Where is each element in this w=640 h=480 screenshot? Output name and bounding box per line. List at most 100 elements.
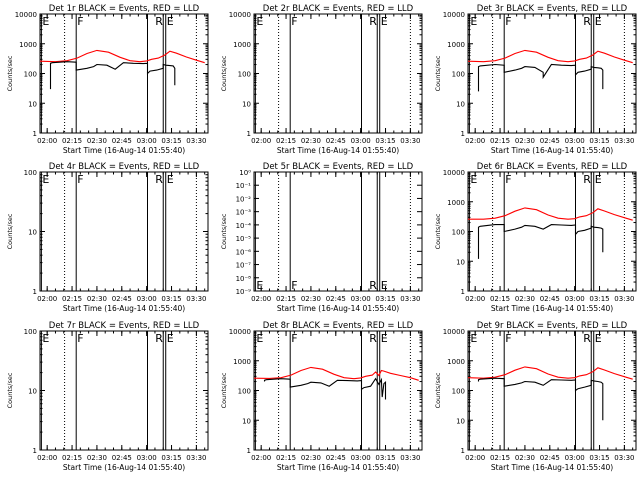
y-tick-label: 100 (452, 229, 465, 237)
chart-title: Det 2r BLACK = Events, RED = LLD (263, 4, 414, 14)
x-tick-label: 02:00 (37, 454, 57, 462)
x-tick-label: 02:15 (276, 295, 296, 303)
x-tick-label: 02:30 (301, 137, 321, 145)
y-tick-label: 10 (28, 388, 37, 396)
x-tick-label: 03:00 (565, 295, 585, 303)
chart-panel-1: Det 1r BLACK = Events, RED = LLD 1 10 100 10… (6, 4, 209, 155)
x-tick-label: 02:15 (62, 454, 82, 462)
marker-label: E (42, 332, 49, 345)
marker-label: F (77, 332, 83, 345)
y-tick-label: 1000 (233, 41, 251, 49)
x-tick-label: 03:00 (565, 454, 585, 462)
y-tick-label: 10000 (443, 328, 465, 336)
marker-label: E (167, 173, 174, 186)
plot-frame (253, 330, 423, 451)
y-tick-label: 100 (238, 71, 251, 79)
plot-frame (467, 330, 637, 451)
marker-label: F (291, 15, 297, 28)
y-tick-label: 10 (28, 100, 37, 108)
marker-label: E (256, 279, 263, 292)
chart-panel-8: Det 8r BLACK = Events, RED = LLD 1 10 100 10… (220, 321, 423, 472)
x-tick-label: 02:15 (62, 295, 82, 303)
x-tick-label: 03:15 (375, 137, 395, 145)
x-tick-label: 02:45 (326, 454, 346, 462)
y-tick-label: 1 (33, 447, 37, 455)
x-tick-label: 03:00 (565, 137, 585, 145)
x-tick-label: 03:15 (589, 295, 609, 303)
x-tick-label: 02:45 (326, 295, 346, 303)
x-tick-label: 02:00 (251, 137, 271, 145)
marker-label: F (505, 15, 511, 28)
x-axis-label: Start Time (16-Aug-14 01:55:40) (491, 146, 613, 155)
marker-label: F (505, 332, 511, 345)
x-tick-label: 03:15 (589, 454, 609, 462)
chart-title: Det 9r BLACK = Events, RED = LLD (477, 321, 628, 331)
y-tick-label: 1 (33, 130, 37, 138)
chart-panel-9: Det 9r BLACK = Events, RED = LLD 1 10 100 10… (434, 321, 637, 472)
y-tick-label: 1000 (233, 358, 251, 366)
x-tick-label: 02:15 (490, 137, 510, 145)
x-tick-label: 02:45 (540, 137, 560, 145)
marker-label: E (381, 332, 388, 345)
y-tick-label: 10⁻⁹ (236, 288, 252, 296)
y-tick-label: 1 (461, 130, 465, 138)
plot-frame (467, 13, 637, 134)
y-tick-label: 10⁻³ (236, 209, 252, 217)
y-tick-label: 100 (24, 169, 37, 177)
marker-label: E (167, 332, 174, 345)
x-tick-label: 03:00 (137, 295, 157, 303)
x-tick-label: 02:45 (326, 137, 346, 145)
x-tick-label: 03:30 (614, 454, 634, 462)
x-tick-label: 03:30 (186, 295, 206, 303)
y-tick-label: 1000 (447, 41, 465, 49)
y-tick-label: 10 (242, 100, 251, 108)
y-tick-label: 1000 (19, 41, 37, 49)
x-tick-label: 03:00 (137, 454, 157, 462)
y-tick-label: 10⁻⁵ (236, 235, 252, 243)
y-tick-label: 10 (456, 258, 465, 266)
plot-frame (253, 13, 423, 134)
y-tick-label: 10⁰ (239, 169, 251, 177)
x-axis-label: Start Time (16-Aug-14 01:55:40) (63, 304, 185, 313)
chart-title: Det 8r BLACK = Events, RED = LLD (263, 321, 414, 331)
x-tick-label: 02:45 (112, 295, 132, 303)
x-tick-label: 02:15 (490, 295, 510, 303)
x-tick-label: 03:15 (161, 295, 181, 303)
y-tick-label: 1 (461, 447, 465, 455)
chart-title: Det 6r BLACK = Events, RED = LLD (477, 162, 628, 172)
y-tick-label: 10000 (229, 11, 251, 19)
y-tick-label: 10000 (15, 11, 37, 19)
y-tick-label: 1 (247, 447, 251, 455)
marker-label: R (155, 15, 163, 28)
marker-label: E (381, 279, 388, 292)
y-axis-label: Counts/sec (434, 372, 442, 408)
y-tick-label: 1 (461, 288, 465, 296)
marker-label: E (256, 15, 263, 28)
marker-label: E (470, 173, 477, 186)
x-tick-label: 02:00 (37, 137, 57, 145)
chart-title: Det 7r BLACK = Events, RED = LLD (49, 321, 200, 331)
y-tick-label: 100 (238, 388, 251, 396)
y-axis-label: Counts/sec (6, 372, 14, 408)
y-axis-label: Counts/sec (434, 213, 442, 249)
x-tick-label: 03:15 (375, 454, 395, 462)
series-lld-line (467, 49, 633, 64)
plot-frame (39, 13, 209, 134)
series-events-line (263, 377, 387, 400)
x-tick-label: 03:30 (400, 295, 420, 303)
x-tick-label: 03:15 (161, 454, 181, 462)
marker-label: R (369, 279, 377, 292)
chart-panel-5: Det 5r BLACK = Events, RED = LLD 10⁻⁹ 10⁻⁸… (220, 162, 423, 313)
x-tick-label: 03:30 (400, 454, 420, 462)
y-axis-label: Counts/sec (220, 213, 228, 249)
y-tick-label: 10⁻⁷ (236, 262, 252, 270)
marker-label: R (369, 332, 377, 345)
marker-label: E (595, 332, 602, 345)
series-lld-line (39, 49, 205, 64)
marker-label: R (583, 173, 591, 186)
chart-panel-3: Det 3r BLACK = Events, RED = LLD 1 10 100 10… (434, 4, 637, 155)
y-tick-label: 1000 (447, 199, 465, 207)
x-axis-label: Start Time (16-Aug-14 01:55:40) (491, 304, 613, 313)
x-tick-label: 02:30 (301, 295, 321, 303)
